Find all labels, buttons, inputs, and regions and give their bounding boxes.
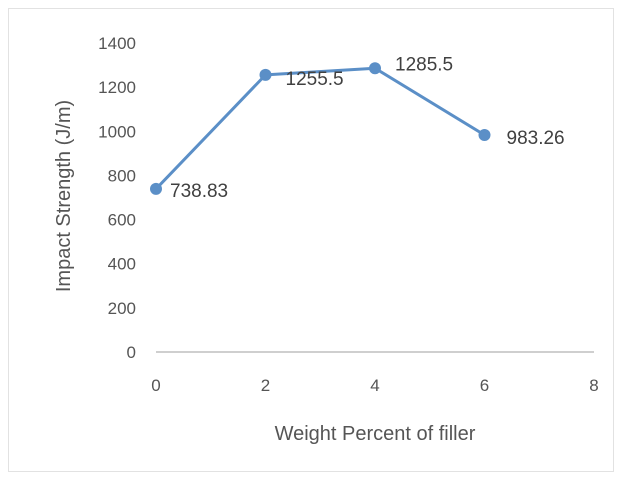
x-tick-label: 0 [151, 376, 160, 395]
data-point [478, 128, 491, 141]
x-axis-title: Weight Percent of filler [275, 423, 476, 445]
chart-frame [8, 8, 614, 472]
data-label: 1255.5 [286, 69, 344, 90]
data-label: 1285.5 [395, 54, 453, 75]
data-point [259, 68, 272, 81]
data-label: 738.83 [170, 181, 228, 202]
x-axis-ticks: 0 2 4 6 8 [151, 376, 598, 395]
y-tick-label: 600 [108, 211, 136, 230]
data-label: 983.26 [507, 128, 565, 149]
x-tick-label: 8 [589, 376, 598, 395]
data-point [150, 182, 162, 195]
y-tick-label: 200 [108, 299, 136, 318]
y-tick-label: 1200 [98, 78, 136, 97]
y-tick-label: 1000 [98, 122, 136, 141]
y-tick-label: 800 [108, 166, 136, 185]
y-tick-label: 400 [108, 255, 136, 274]
y-axis-title: Impact Strength (J/m) [53, 100, 75, 292]
x-tick-label: 2 [261, 376, 270, 395]
series-group: 738.83 1255.5 1285.5 983.26 [150, 54, 565, 202]
y-tick-label: 0 [127, 343, 136, 362]
series-line [154, 66, 486, 190]
y-axis-ticks: 0 200 400 600 800 1000 1200 1400 [98, 34, 136, 362]
x-tick-label: 4 [370, 376, 379, 395]
data-point [369, 62, 381, 75]
x-tick-label: 6 [480, 376, 489, 395]
y-tick-label: 1400 [98, 34, 136, 53]
